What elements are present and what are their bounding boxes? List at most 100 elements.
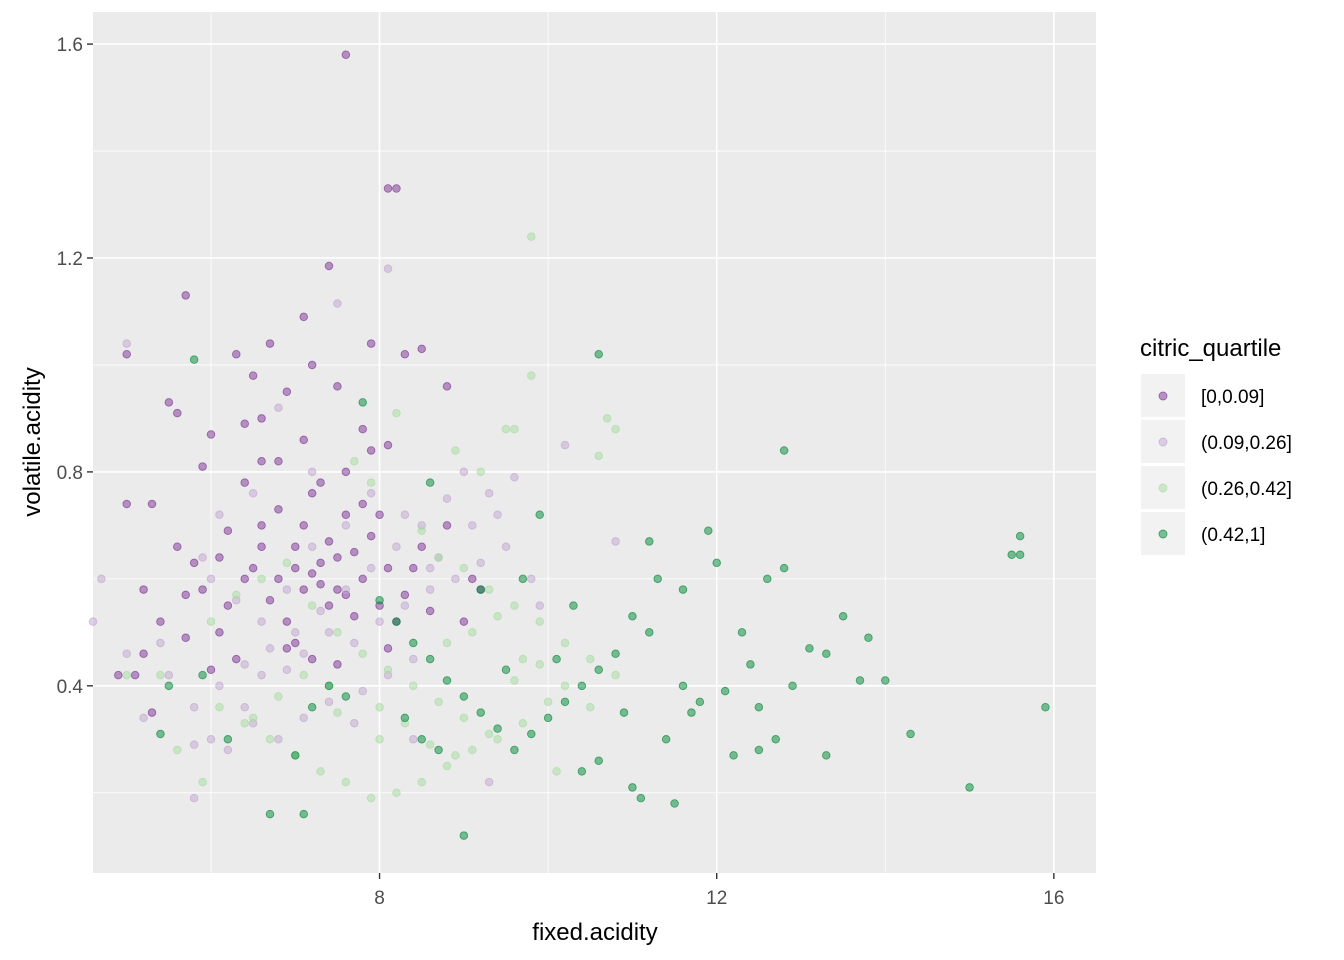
data-point (1015, 550, 1025, 560)
x-tick-label: 16 (1043, 888, 1064, 909)
data-point (299, 713, 308, 723)
data-point (392, 184, 401, 193)
axis-tick-labels: 8 12 16 0.4 0.8 1.2 1.6 (57, 35, 1065, 909)
data-point (130, 670, 140, 680)
data-point (400, 350, 410, 359)
data-point (366, 446, 376, 455)
data-point (383, 563, 393, 573)
data-point (476, 585, 485, 594)
data-point (779, 446, 789, 455)
data-point (299, 585, 308, 594)
data-point (594, 451, 603, 461)
data-point (307, 542, 317, 552)
data-point (248, 713, 258, 723)
data-point (779, 563, 789, 573)
data-point (291, 542, 300, 552)
data-point (240, 702, 249, 712)
data-point (232, 350, 241, 359)
data-point (510, 676, 519, 685)
data-point (451, 751, 460, 760)
data-point (257, 670, 266, 680)
y-axis-title: volatile.acidity (19, 367, 46, 516)
data-point (215, 510, 224, 519)
legend-label: (0.09,0.26] (1201, 433, 1292, 454)
data-point (695, 697, 705, 707)
data-point (392, 542, 401, 552)
data-point (333, 553, 342, 562)
data-point (147, 499, 157, 509)
data-point (206, 574, 216, 584)
data-point (771, 735, 780, 744)
data-point (560, 638, 570, 648)
data-point (442, 638, 452, 648)
plot-panel (93, 12, 1096, 873)
data-point (476, 558, 485, 568)
data-point (223, 735, 233, 744)
data-point (198, 462, 207, 471)
data-point (763, 574, 772, 584)
data-point (518, 654, 528, 664)
data-point (535, 617, 544, 626)
data-point (198, 777, 207, 787)
data-point (324, 261, 334, 271)
data-point (350, 456, 359, 466)
data-point (493, 735, 502, 744)
data-point (628, 612, 637, 621)
data-point (156, 729, 165, 739)
data-point (240, 419, 249, 429)
series-4 (156, 350, 1050, 840)
data-point (400, 601, 410, 610)
data-point (383, 184, 393, 193)
data-point (358, 499, 367, 509)
data-point (864, 633, 873, 642)
data-point (611, 424, 620, 434)
data-point (383, 264, 393, 273)
data-point (383, 440, 393, 450)
data-point (527, 371, 536, 380)
data-point (139, 713, 148, 723)
data-point (906, 729, 915, 739)
data-point (265, 735, 275, 744)
data-point (265, 644, 275, 653)
data-point (628, 783, 637, 792)
data-point (459, 692, 469, 701)
data-point (316, 558, 325, 568)
data-point (468, 521, 477, 530)
data-point (400, 590, 410, 600)
data-point (366, 531, 376, 541)
legend-label: (0.26,0.42] (1201, 479, 1292, 500)
data-point (307, 467, 317, 477)
data-point (375, 735, 384, 744)
data-point (729, 751, 738, 760)
data-point (333, 382, 342, 391)
data-point (156, 638, 165, 648)
data-point (299, 670, 308, 680)
data-point (240, 660, 249, 669)
data-point (366, 339, 376, 348)
data-point (291, 563, 300, 573)
data-point (206, 430, 216, 439)
data-point (754, 745, 764, 755)
data-point (206, 735, 216, 744)
data-point (206, 617, 216, 626)
data-point (274, 403, 283, 412)
data-point (215, 702, 224, 712)
legend-label: (0.42,1] (1201, 525, 1265, 546)
data-point (417, 526, 426, 535)
data-point (678, 681, 688, 691)
data-point (434, 697, 443, 707)
series-1 (114, 50, 485, 717)
data-point (181, 633, 190, 642)
data-point (400, 713, 410, 723)
data-point (307, 601, 317, 610)
data-point (493, 510, 502, 519)
legend-key-marker (1158, 483, 1168, 493)
data-point (223, 745, 233, 755)
data-point (316, 579, 325, 589)
data-point (737, 628, 747, 637)
data-point (484, 585, 494, 594)
data-point (1007, 550, 1016, 560)
data-point (602, 414, 612, 423)
data-points (88, 50, 1050, 840)
data-point (838, 612, 848, 621)
